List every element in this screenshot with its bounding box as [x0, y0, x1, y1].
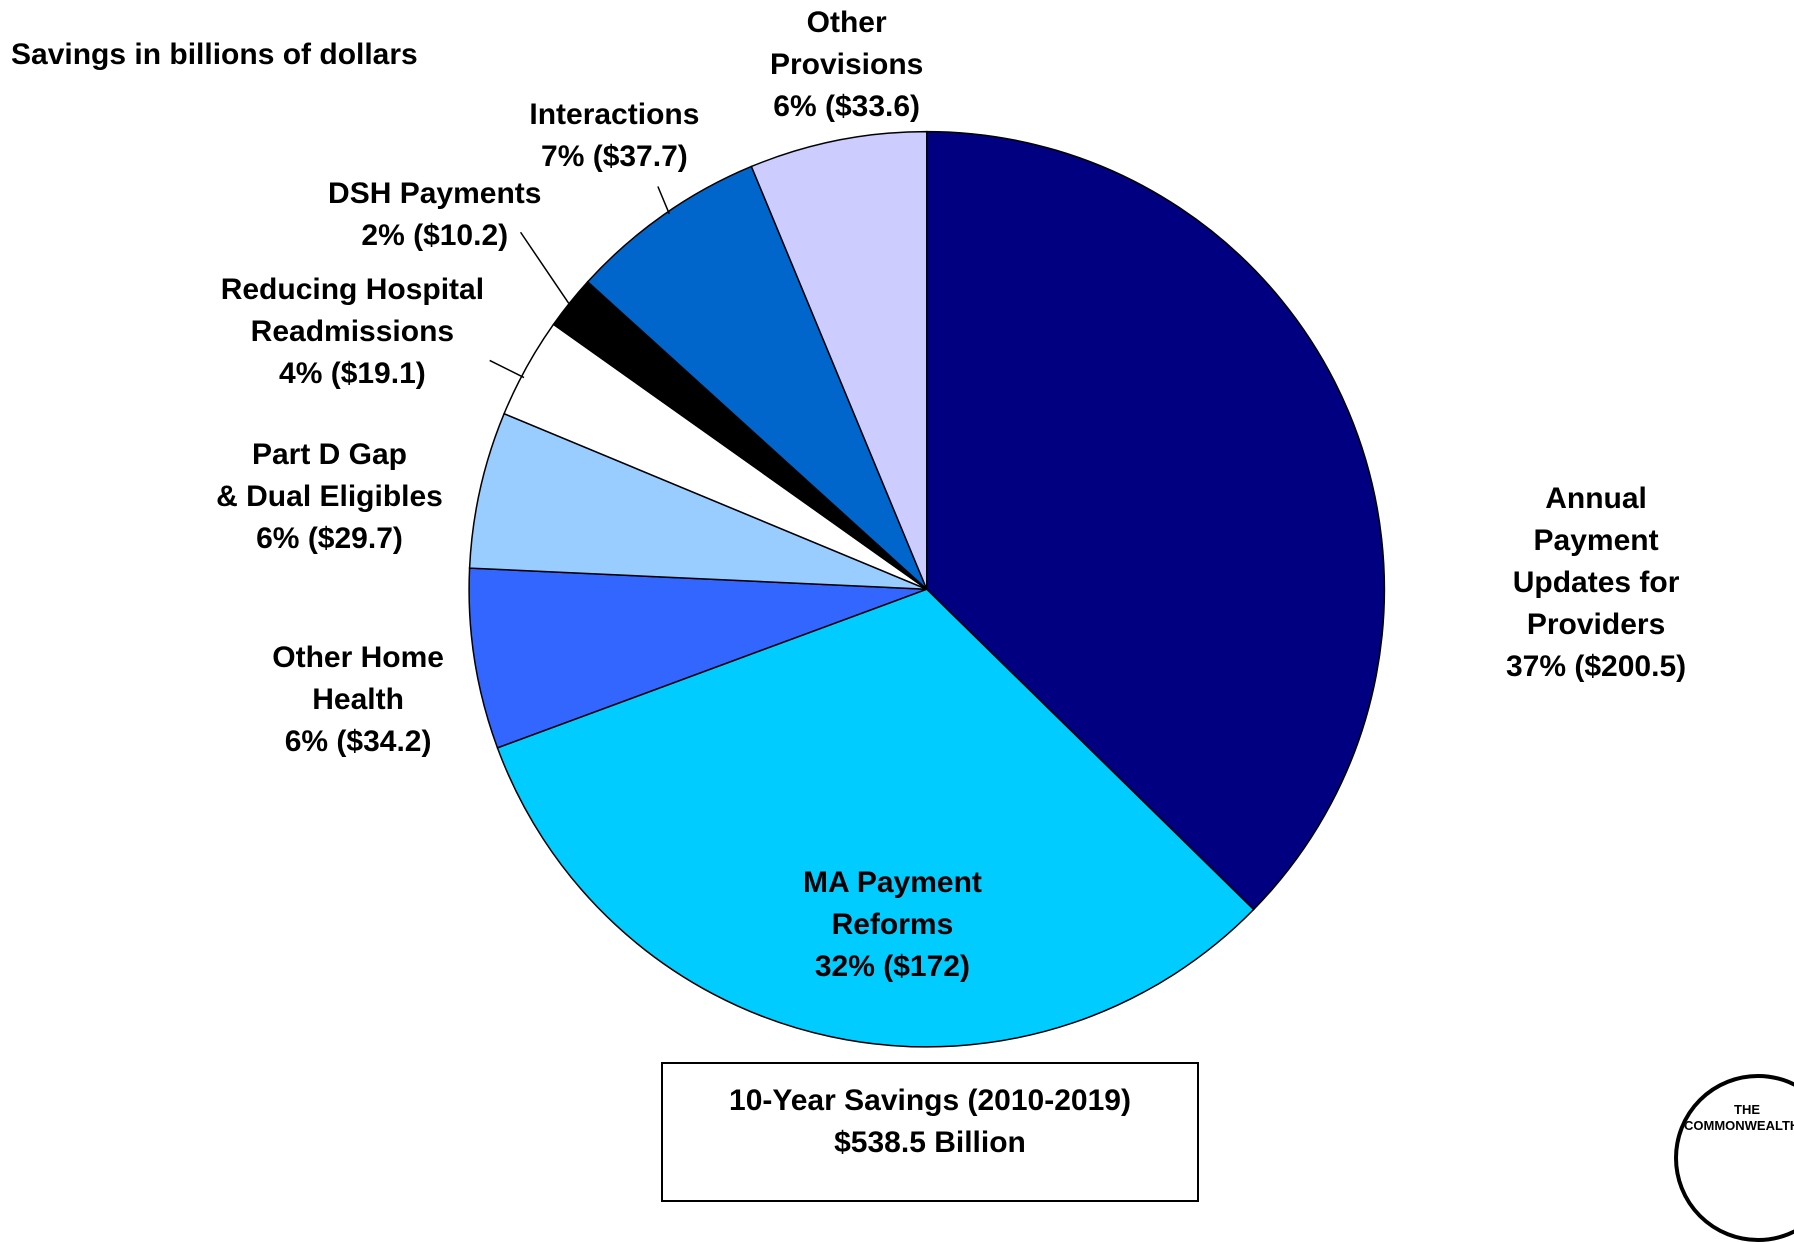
pie-slice [468, 567, 928, 749]
pie-slice [468, 412, 928, 590]
total-box: 10-Year Savings (2010-2019) $538.5 Billi… [661, 1062, 1199, 1202]
slice-value: 2% ($10.2) [361, 218, 509, 252]
slice-name: DSH Payments [328, 176, 542, 210]
total-value: $538.5 Billion [834, 1126, 1026, 1159]
slice-label: Other Provisions 6% ($33.6) [770, 2, 923, 128]
slice-name: Other Provisions [769, 6, 924, 82]
leader-line [489, 359, 525, 379]
slice-label: Annual Payment Updates for Providers 37% … [1497, 478, 1695, 688]
slice-value: 32% ($172) [814, 949, 970, 983]
total-title: 10-Year Savings (2010-2019) [729, 1084, 1131, 1117]
chart [468, 130, 1386, 1048]
slice-name: Interactions [529, 97, 700, 131]
pie-slice [750, 130, 928, 590]
slice-name: Annual Payment Updates for Providers [1512, 482, 1680, 642]
slice-name: Part D Gap & Dual Eligibles [216, 437, 443, 513]
slice-label: DSH Payments 2% ($10.2) [328, 173, 541, 257]
slice-value: 7% ($37.7) [541, 139, 688, 173]
logo-text: THE [1734, 1102, 1760, 1117]
pie-slice [925, 130, 1386, 911]
leader-line [657, 186, 671, 215]
slice-name: Other Home Health [272, 641, 444, 717]
slice-label: Other Home Health 6% ($34.2) [272, 637, 444, 763]
slice-name: Reducing Hospital Readmissions [220, 272, 485, 348]
slice-label: Interactions 7% ($37.7) [529, 94, 699, 178]
slice-value: 6% ($29.7) [256, 521, 403, 555]
slice-label: Part D Gap & Dual Eligibles 6% ($29.7) [216, 434, 443, 560]
pie-slice [586, 165, 928, 590]
logo-text: COMMONWEALTH [1684, 1118, 1794, 1133]
leader-line [519, 231, 570, 304]
slice-name: MA Payment Reforms [802, 865, 982, 941]
page: Savings in billions of dollars 10-Year S… [11, 2, 1794, 1242]
slice-label: MA Payment Reforms 32% ($172) [803, 862, 982, 988]
slice-label: Reducing Hospital Readmissions 4% ($19.1) [221, 269, 484, 395]
pie-slice [496, 588, 1255, 1048]
slice-value: 4% ($19.1) [279, 356, 426, 390]
slice-value: 6% ($34.2) [284, 725, 432, 759]
slice-value: 6% ($33.6) [773, 90, 921, 124]
slice-value: 37% ($200.5) [1506, 650, 1687, 684]
subtitle: Savings in billions of dollars [11, 38, 418, 71]
